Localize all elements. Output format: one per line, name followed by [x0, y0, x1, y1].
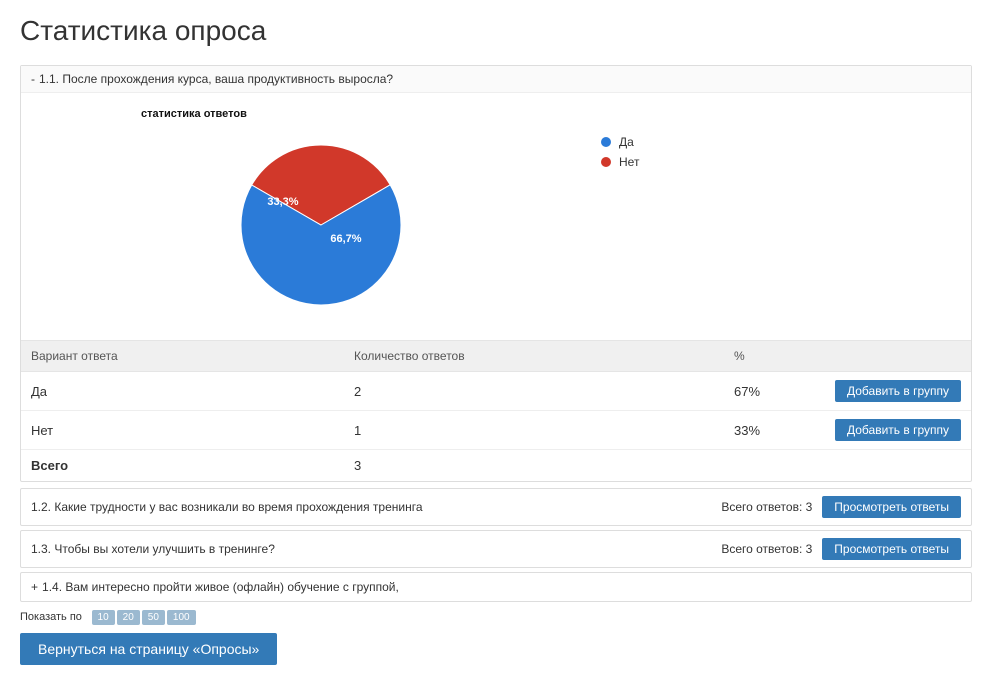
pie-slice-label: 66,7% — [330, 233, 361, 245]
legend-label: Нет — [619, 155, 639, 169]
question-row-1-4[interactable]: + 1.4. Вам интересно пройти живое (офлай… — [20, 572, 972, 602]
legend-item: Да — [601, 135, 639, 149]
back-to-surveys-button[interactable]: Вернуться на страницу «Опросы» — [20, 633, 277, 665]
cell-total-label: Всего — [21, 450, 344, 482]
question-text: 1.2. Какие трудности у вас возникали во … — [31, 500, 721, 514]
legend-swatch — [601, 157, 611, 167]
collapse-icon: - — [31, 72, 35, 86]
col-answer: Вариант ответа — [21, 341, 344, 372]
answer-count: Всего ответов: 3 — [721, 542, 812, 556]
add-to-group-button[interactable]: Добавить в группу — [835, 380, 961, 402]
table-total-row: Всего3 — [21, 450, 971, 482]
cell-count: 2 — [344, 372, 724, 411]
pager-option-10[interactable]: 10 — [92, 610, 115, 625]
page-title: Статистика опроса — [20, 15, 972, 47]
question-text: 1.3. Чтобы вы хотели улучшить в тренинге… — [31, 542, 721, 556]
pie-chart: 66,7% 33,3% — [221, 130, 421, 320]
col-percent: % — [724, 341, 825, 372]
question-panel-1-1: - 1.1. После прохождения курса, ваша про… — [20, 65, 972, 482]
table-row: Да267% Добавить в группу — [21, 372, 971, 411]
cell-answer: Нет — [21, 411, 344, 450]
question-header-1-1[interactable]: - 1.1. После прохождения курса, ваша про… — [21, 66, 971, 93]
answer-count: Всего ответов: 3 — [721, 500, 812, 514]
answers-table: Вариант ответа Количество ответов % Да26… — [21, 340, 971, 481]
question-row-1-3: 1.3. Чтобы вы хотели улучшить в тренинге… — [20, 530, 972, 568]
add-to-group-button[interactable]: Добавить в группу — [835, 419, 961, 441]
cell-total-count: 3 — [344, 450, 724, 482]
cell-percent: 67% — [724, 372, 825, 411]
legend-label: Да — [619, 135, 634, 149]
question-number: 1.1. — [39, 72, 59, 86]
expand-icon: + — [31, 580, 38, 594]
legend-item: Нет — [601, 155, 639, 169]
cell-percent: 33% — [724, 411, 825, 450]
cell-answer: Да — [21, 372, 344, 411]
cell-count: 1 — [344, 411, 724, 450]
col-count: Количество ответов — [344, 341, 724, 372]
question-text: После прохождения курса, ваша продуктивн… — [62, 72, 393, 86]
question-row-1-2: 1.2. Какие трудности у вас возникали во … — [20, 488, 972, 526]
chart-title: статистика ответов — [41, 108, 951, 120]
chart-area: статистика ответов 66,7% 33,3% Да Нет — [21, 93, 971, 340]
pager-option-100[interactable]: 100 — [167, 610, 196, 625]
chart-legend: Да Нет — [601, 130, 639, 175]
pager-label: Показать по — [20, 611, 82, 623]
question-text: 1.4. Вам интересно пройти живое (офлайн)… — [42, 580, 961, 594]
pie-slice-label: 33,3% — [267, 196, 298, 208]
legend-swatch — [601, 137, 611, 147]
table-row: Нет133% Добавить в группу — [21, 411, 971, 450]
pager-option-20[interactable]: 20 — [117, 610, 140, 625]
view-answers-button[interactable]: Просмотреть ответы — [822, 496, 961, 518]
view-answers-button[interactable]: Просмотреть ответы — [822, 538, 961, 560]
pager-option-50[interactable]: 50 — [142, 610, 165, 625]
